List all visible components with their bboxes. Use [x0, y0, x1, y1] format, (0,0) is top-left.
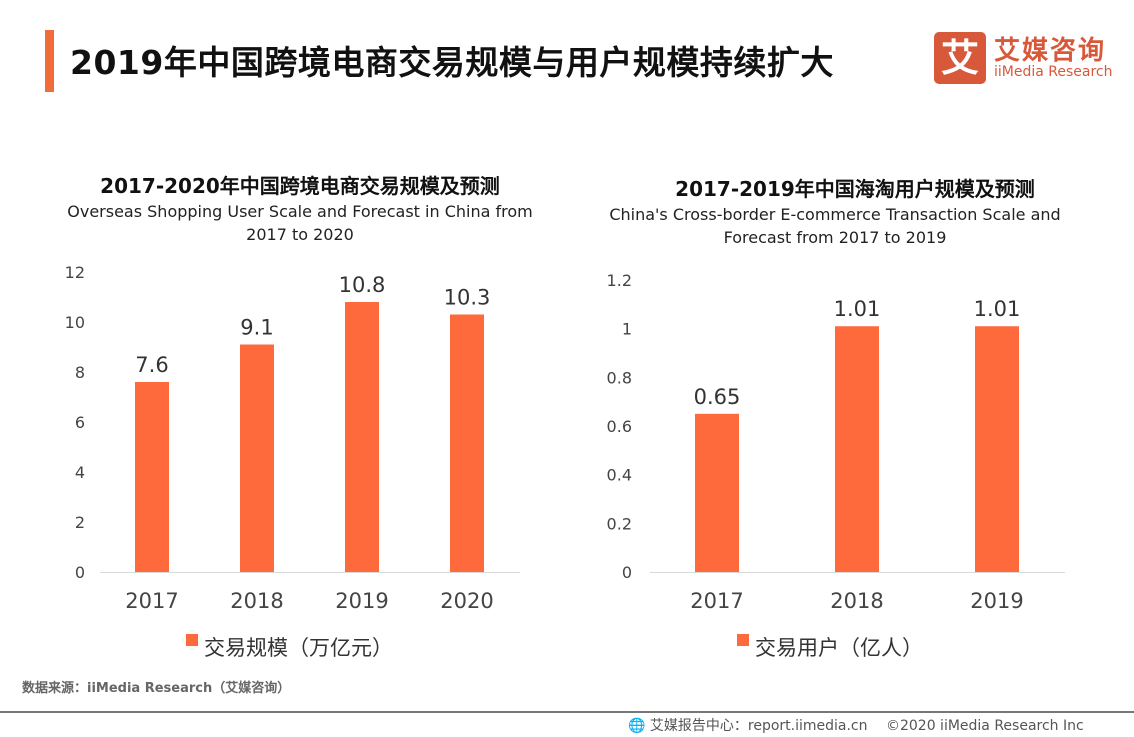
logo-mark: 艾 — [934, 32, 986, 84]
legend-swatch — [737, 634, 749, 646]
y-tick-label: 1 — [622, 320, 632, 339]
logo-name-en: iiMedia Research — [994, 64, 1113, 80]
data-source: 数据来源：iiMedia Research（艾媒咨询） — [22, 681, 291, 696]
x-tick-label: 2018 — [230, 589, 283, 613]
y-tick-label: 0.4 — [607, 466, 632, 485]
report-center-link[interactable]: 艾媒报告中心：report.iimedia.cn — [649, 718, 868, 734]
data-label: 1.01 — [974, 297, 1021, 321]
data-label: 7.6 — [135, 353, 168, 377]
bar — [835, 326, 879, 572]
y-tick-label: 2 — [75, 513, 85, 532]
x-tick-label: 2019 — [335, 589, 388, 613]
x-tick-label: 2018 — [830, 589, 883, 613]
data-label: 9.1 — [240, 316, 273, 340]
chart1-subtitle: Overseas Shopping User Scale and Forecas… — [67, 202, 533, 244]
y-tick-label: 12 — [65, 263, 85, 282]
legend-label: 交易用户（亿人） — [755, 636, 923, 660]
data-label: 1.01 — [834, 297, 881, 321]
data-label: 10.3 — [444, 286, 491, 310]
bar — [135, 382, 169, 572]
y-tick-label: 10 — [65, 313, 85, 332]
x-tick-label: 2020 — [440, 589, 493, 613]
bar — [450, 314, 484, 572]
y-tick-label: 4 — [75, 463, 85, 482]
title-accent-bar — [45, 30, 54, 92]
bar — [695, 413, 739, 572]
logo: 艾 艾媒咨询 iiMedia Research — [934, 32, 1114, 84]
copyright: ©2020 iiMedia Research Inc — [885, 718, 1084, 734]
page-title: 2019年中国跨境电商交易规模与用户规模持续扩大 — [70, 43, 834, 82]
x-tick-label: 2019 — [970, 589, 1023, 613]
footer: 🌐 艾媒报告中心：report.iimedia.cn ©2020 iiMedia… — [628, 715, 1084, 735]
chart2-subtitle: China's Cross-border E-commerce Transact… — [609, 205, 1061, 247]
bar — [975, 326, 1019, 572]
y-tick-label: 0 — [622, 563, 632, 582]
footer-divider — [0, 711, 1134, 713]
logo-name-cn: 艾媒咨询 — [994, 36, 1107, 66]
x-tick-label: 2017 — [690, 589, 743, 613]
y-tick-label: 1.2 — [607, 271, 632, 290]
globe-cursor-icon: 🌐 — [628, 718, 646, 734]
chart1: 0 2 4 6 8 10 12 7.6 2017 9.1 2018 10.8 2019 10.3 2020 交… — [65, 263, 520, 660]
y-tick-label: 0.6 — [607, 417, 632, 436]
y-tick-label: 8 — [75, 363, 85, 382]
data-label: 10.8 — [339, 273, 386, 297]
chart2-title: 2017-2019年中国海淘用户规模及预测 — [675, 177, 1035, 201]
legend-label: 交易规模（万亿元） — [204, 636, 393, 660]
y-tick-label: 6 — [75, 413, 85, 432]
x-tick-label: 2017 — [125, 589, 178, 613]
chart2: 0 0.2 0.4 0.6 0.8 1 1.2 0.65 2017 1.01 2018 1.01 201… — [607, 271, 1065, 660]
legend-swatch — [186, 634, 198, 646]
bar — [240, 344, 274, 572]
y-tick-label: 0.2 — [607, 514, 632, 533]
chart1-title: 2017-2020年中国跨境电商交易规模及预测 — [100, 174, 500, 198]
y-tick-label: 0 — [75, 563, 85, 582]
y-tick-label: 0.8 — [607, 368, 632, 387]
data-label: 0.65 — [694, 385, 741, 409]
bar — [345, 302, 379, 572]
